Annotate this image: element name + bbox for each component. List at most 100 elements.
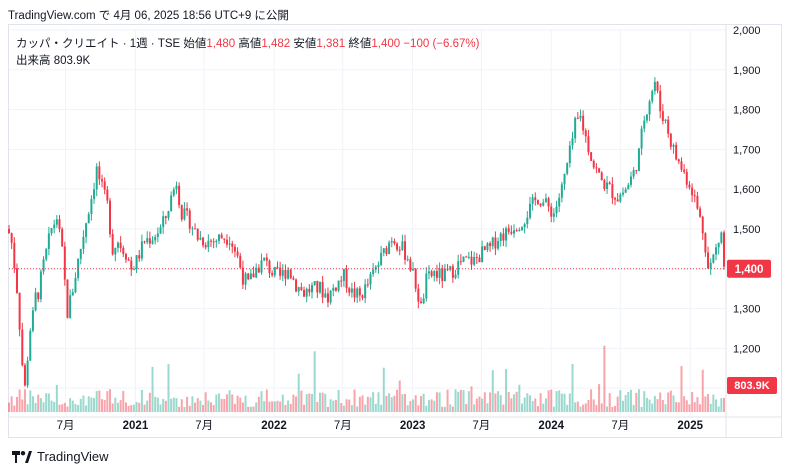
candle-body [140, 241, 143, 259]
candle-body [422, 298, 425, 304]
volume-bar [202, 404, 205, 412]
candle-body [393, 241, 396, 244]
candle-body [412, 268, 415, 271]
candle-body [717, 242, 720, 248]
volume-bar [31, 396, 34, 412]
volume-bar [156, 397, 159, 412]
volume-bar [276, 400, 279, 412]
volume-bar [210, 402, 213, 412]
volume-bar [603, 345, 606, 412]
volume-bar [204, 392, 207, 412]
candle-body [579, 115, 582, 119]
volume-bar [263, 401, 266, 412]
candle-body [183, 208, 186, 220]
candle-body [69, 295, 72, 318]
price-tick-label: 1,300 [733, 304, 761, 316]
volume-bar [82, 395, 85, 412]
volume-bar [55, 384, 58, 412]
volume-bar [640, 406, 643, 412]
candle-body [616, 199, 619, 202]
candle-body [313, 281, 316, 286]
volume-bar [358, 396, 361, 412]
volume-bar [114, 397, 117, 412]
volume-bar [116, 402, 119, 412]
volume-bar [552, 406, 555, 412]
volume-bar [433, 400, 436, 412]
time-tick-label: 7月 [611, 420, 629, 432]
candle-body [571, 138, 574, 146]
volume-bar [217, 393, 220, 412]
volume-bar [87, 396, 90, 412]
candle-body [608, 182, 611, 185]
volume-bar [303, 404, 306, 412]
volume-bar [85, 405, 88, 412]
volume-bar [475, 398, 478, 412]
candle-body [560, 184, 563, 198]
candle-body [18, 292, 21, 330]
candle-body [284, 270, 287, 279]
candle-body [651, 91, 654, 102]
volume-bar [15, 396, 18, 412]
volume-bar [648, 399, 651, 412]
volume-bar [119, 399, 122, 412]
candle-body [723, 232, 725, 267]
candle-body [138, 255, 141, 259]
candle-body [289, 269, 292, 279]
candle-body [122, 247, 125, 254]
candle-body [491, 237, 494, 247]
volume-bar [653, 395, 656, 412]
volume-bar [162, 398, 165, 412]
volume-bar [717, 406, 720, 412]
candle-body [467, 256, 470, 258]
candle-body [148, 238, 151, 244]
candle-body [401, 241, 404, 251]
volume-bar [685, 400, 688, 412]
symbol-label[interactable]: カッパ・クリエイト · 1週 · TSE [16, 38, 181, 50]
volume-bar [172, 397, 175, 412]
candle-body [667, 119, 670, 134]
candle-body [156, 233, 159, 237]
candle-body [162, 216, 165, 228]
candle-body [536, 200, 539, 204]
volume-bar [29, 390, 32, 412]
volume-bar [438, 392, 441, 412]
candle-body [249, 273, 252, 280]
volume-bar [249, 406, 252, 412]
volume-bar [675, 402, 678, 412]
volume-bar [143, 404, 146, 412]
candle-body [704, 233, 707, 253]
candle-body [552, 213, 555, 217]
volume-bar [704, 396, 707, 412]
candle-body [170, 195, 173, 212]
candle-body [656, 81, 659, 91]
publish-caption: TradingView.com で 4月 06, 2025 18:56 UTC+… [8, 10, 289, 22]
volume-bar [470, 386, 473, 412]
candle-body [661, 111, 664, 121]
volume-bar [489, 392, 492, 412]
tradingview-logo[interactable]: TradingView [12, 449, 109, 464]
volume-bar [71, 400, 74, 412]
volume-bar [417, 405, 420, 412]
volume-bar [135, 401, 138, 412]
volume-bar [132, 404, 135, 412]
volume-bar [412, 399, 415, 412]
volume-bar [175, 398, 178, 412]
candle-body [688, 184, 691, 188]
candle-body [326, 293, 329, 303]
volume-bar [356, 406, 359, 412]
candle-body [574, 117, 577, 139]
candle-body [441, 268, 444, 282]
candle-body [194, 228, 197, 230]
candle-body [563, 173, 566, 185]
volume-bar [701, 369, 704, 412]
candle-body [207, 240, 210, 248]
volume-bar [563, 393, 566, 412]
volume-bar [106, 391, 109, 412]
candle-body [587, 136, 590, 153]
candle-body [39, 271, 42, 300]
candle-body [26, 360, 29, 386]
candle-body [255, 267, 258, 278]
volume-bar [528, 395, 531, 412]
candle-body [116, 242, 119, 248]
